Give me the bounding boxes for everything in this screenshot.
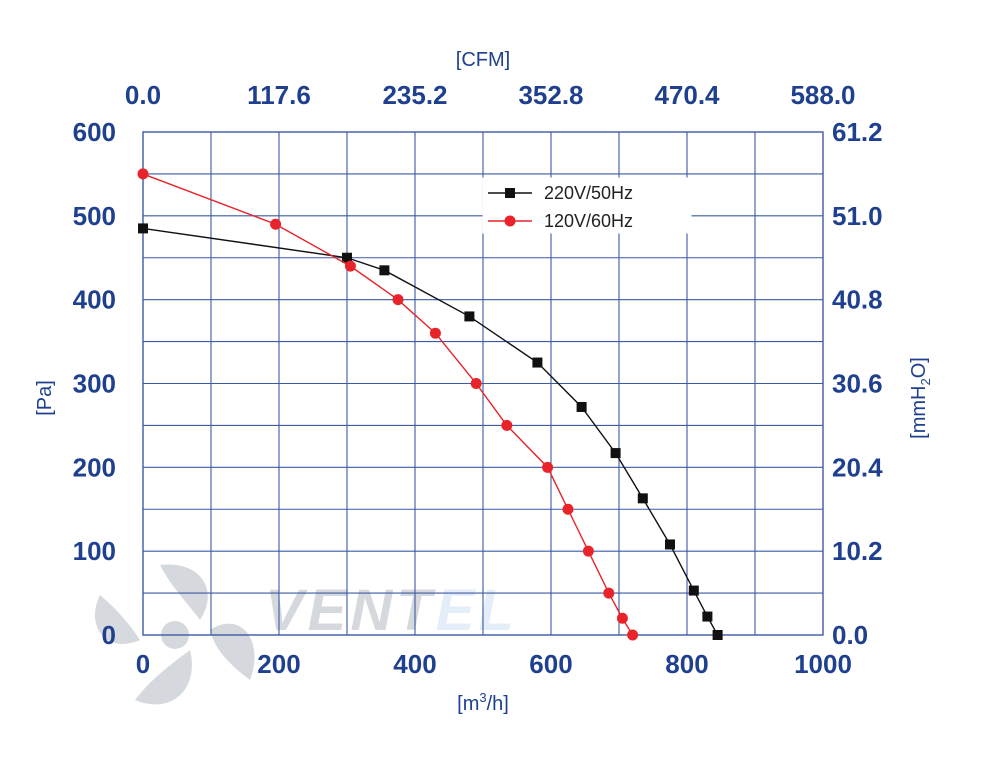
x-bottom-tick-label: 600 (529, 649, 572, 679)
data-point-square (464, 311, 475, 322)
x-bottom-ticks: 0 200 400 600 800 1000 (136, 649, 852, 679)
y-right-tick-label: 0.0 (832, 620, 868, 650)
plot-area-frame (142, 131, 824, 636)
chart-grid (143, 132, 823, 635)
data-point-square (702, 611, 713, 622)
series-line-1 (142, 227, 719, 636)
x-bottom-tick-label: 800 (665, 649, 708, 679)
data-point-circle (582, 545, 594, 557)
x-bottom-tick-label: 200 (257, 649, 300, 679)
y-right-axis-label: [mmH2O] (908, 357, 933, 439)
x-bottom-tick-label: 400 (393, 649, 436, 679)
y-left-tick-label: 600 (73, 117, 116, 147)
series-line-2 (142, 173, 634, 636)
legend-marker-circle (504, 215, 516, 227)
data-point-square (138, 223, 148, 234)
data-point-circle (501, 419, 513, 431)
x-top-ticks: 0.0 117.6 235.2 352.8 470.4 588.0 (125, 80, 856, 110)
x-top-tick-label: 117.6 (247, 80, 311, 110)
x-bottom-tick-label: 0 (136, 649, 150, 679)
y-left-tick-label: 0 (102, 620, 116, 650)
data-point-square (379, 265, 390, 276)
x-top-tick-label: 235.2 (382, 80, 447, 110)
data-point-circle (542, 461, 554, 473)
y-right-tick-label: 30.6 (832, 369, 883, 399)
y-right-tick-label: 51.0 (832, 201, 883, 231)
data-point-square (665, 539, 675, 550)
data-point-circle (562, 503, 574, 515)
y-left-ticks: 0 100 200 300 400 500 600 (73, 117, 116, 650)
x-top-tick-label: 588.0 (790, 80, 855, 110)
y-left-tick-label: 500 (73, 201, 116, 231)
data-point-square (532, 357, 543, 368)
data-point-square (576, 401, 587, 412)
legend-marker-square (505, 188, 515, 198)
x-bottom-tick-label: 1000 (794, 649, 852, 679)
data-point-square (688, 585, 699, 596)
y-right-ticks: 0.0 10.2 20.4 30.6 40.8 51.0 61.2 (832, 117, 883, 650)
data-point-circle (429, 327, 441, 339)
data-point-square (342, 252, 352, 263)
y-right-tick-label: 61.2 (832, 117, 883, 147)
x-top-tick-label: 0.0 (125, 80, 161, 110)
y-left-tick-label: 100 (73, 536, 116, 566)
legend-label: 120V/60Hz (544, 211, 633, 231)
x-top-tick-label: 352.8 (518, 80, 583, 110)
ventel-watermark-logo: VENTEL (94, 564, 518, 705)
x-top-axis-label: [CFM] (456, 49, 510, 71)
data-point-circle (270, 218, 282, 230)
data-point-circle (616, 612, 628, 624)
data-point-square (712, 630, 723, 640)
y-left-tick-label: 400 (73, 285, 116, 315)
x-bottom-axis-label: [m3/h] (457, 690, 509, 715)
data-point-circle (392, 294, 404, 306)
data-point-circle (137, 168, 149, 180)
data-point-square (637, 493, 648, 504)
y-left-axis-label: [Pa] (34, 380, 56, 416)
data-point-circle (470, 378, 482, 389)
y-right-tick-label: 10.2 (832, 536, 883, 566)
y-right-tick-label: 40.8 (832, 285, 883, 315)
x-top-tick-label: 470.4 (654, 80, 720, 110)
data-point-circle (627, 629, 639, 641)
y-left-tick-label: 200 (73, 452, 116, 482)
data-point-circle (603, 587, 615, 599)
y-left-tick-label: 300 (73, 369, 116, 399)
y-right-tick-label: 20.4 (832, 452, 883, 482)
watermark-text: VENTEL (265, 578, 518, 643)
legend-box (482, 177, 692, 234)
legend-label: 220V/50Hz (544, 183, 633, 203)
chart-legend: 220V/50Hz 120V/60Hz (482, 177, 692, 234)
series-layer (137, 168, 723, 641)
data-point-circle (344, 260, 356, 272)
data-point-square (610, 448, 621, 459)
